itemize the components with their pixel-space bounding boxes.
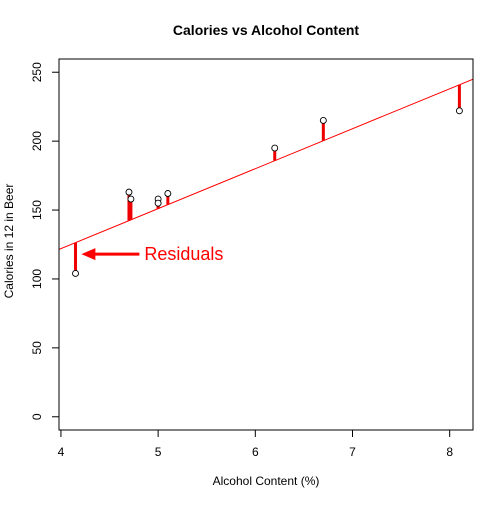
y-axis-title: Calories in 12 in Beer (2, 184, 16, 299)
data-point (271, 144, 279, 152)
y-tick-label: 200 (30, 131, 44, 151)
data-point (164, 190, 172, 197)
regression-line (59, 78, 473, 250)
x-tick-label: 5 (155, 445, 162, 459)
data-point (319, 117, 327, 124)
annotation-arrow-head (81, 248, 96, 261)
y-tick-label: 250 (30, 62, 44, 82)
y-tick-label: 0 (30, 413, 44, 420)
x-tick-label: 6 (252, 445, 259, 459)
y-tick-label: 100 (30, 269, 44, 289)
x-tick-label: 4 (58, 445, 65, 459)
data-point (72, 269, 79, 277)
plot-frame (58, 58, 474, 431)
annotation-label: Residuals (144, 244, 223, 264)
x-tick-label: 7 (349, 445, 356, 459)
y-tick-label: 150 (30, 200, 44, 220)
data-point (455, 107, 463, 115)
chart-title: Calories vs Alcohol Content (173, 22, 360, 38)
y-tick-label: 50 (30, 341, 44, 355)
data-point (154, 199, 162, 207)
x-tick-label: 8 (446, 445, 453, 459)
data-point (127, 195, 135, 203)
data-point (125, 188, 133, 196)
x-axis-title: Alcohol Content (%) (213, 474, 320, 488)
